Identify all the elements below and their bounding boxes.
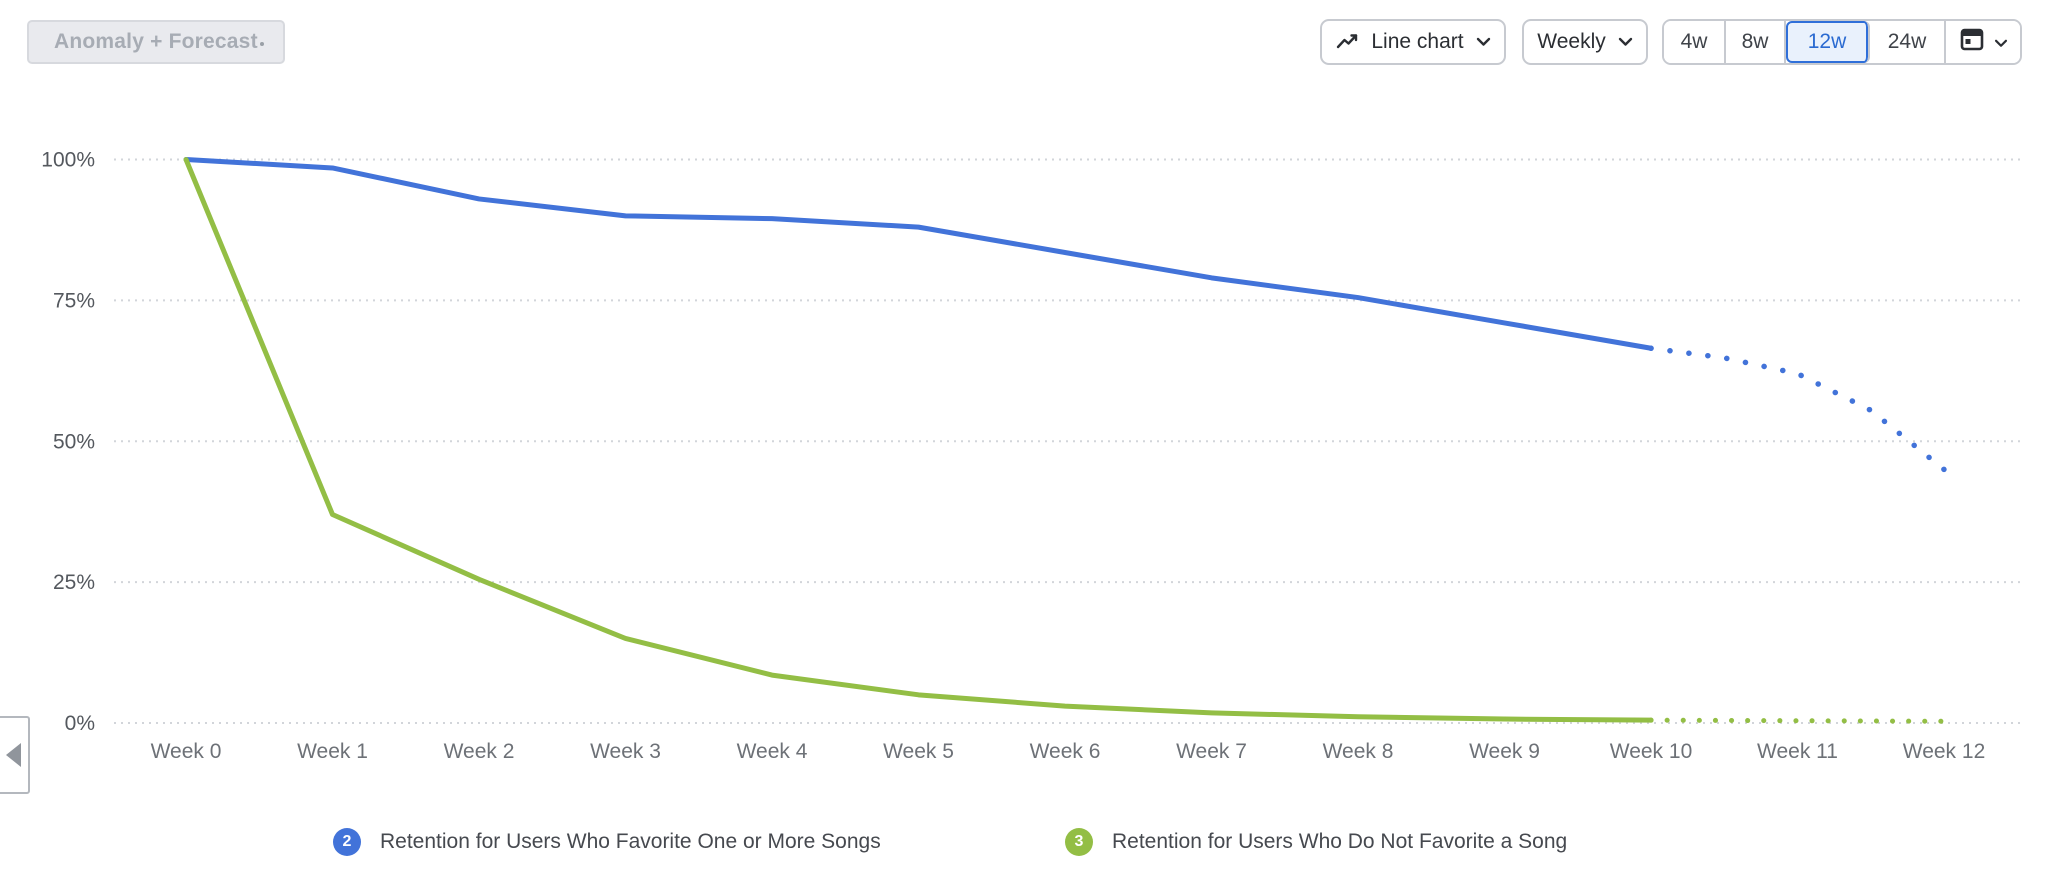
granularity-dropdown[interactable]: Weekly — [1522, 19, 1648, 65]
range-button-24w[interactable]: 24w — [1870, 21, 1946, 63]
drag-dot — [260, 42, 264, 46]
legend-item-1[interactable]: 2 Retention for Users Who Favorite One or… — [333, 828, 881, 856]
y-tick-label: 50% — [53, 430, 95, 453]
granularity-label: Weekly — [1537, 30, 1606, 53]
y-tick-label: 25% — [53, 571, 95, 594]
x-tick-label: Week 1 — [297, 740, 368, 763]
x-tick-label: Week 11 — [1757, 740, 1838, 763]
chevron-down-icon — [1476, 37, 1491, 47]
line-chart-icon — [1335, 30, 1359, 54]
x-tick-label: Week 5 — [883, 740, 954, 763]
chart-type-label: Line chart — [1371, 30, 1464, 53]
x-tick-label: Week 6 — [1030, 740, 1101, 763]
x-tick-label: Week 9 — [1469, 740, 1540, 763]
x-tick-label: Week 0 — [151, 740, 222, 763]
x-tick-label: Week 4 — [737, 740, 808, 763]
x-tick-label: Week 10 — [1610, 740, 1693, 763]
range-button-4w[interactable]: 4w — [1664, 21, 1726, 63]
series-line-1[interactable] — [183, 157, 1654, 351]
chevron-down-icon — [1618, 37, 1633, 47]
calendar-icon — [1959, 26, 1985, 58]
chevron-down-icon — [1994, 30, 2008, 54]
y-tick-label: 100% — [41, 149, 95, 172]
range-button-12w[interactable]: 12w — [1786, 21, 1870, 63]
legend-series-badge: 2 — [333, 828, 361, 856]
series-line-2[interactable] — [183, 157, 1654, 723]
y-tick-label: 0% — [65, 712, 95, 735]
custom-date-range-button[interactable] — [1946, 21, 2020, 63]
range-button-8w[interactable]: 8w — [1726, 21, 1786, 63]
series-forecast-dotted-2[interactable] — [1648, 717, 1947, 724]
legend-series-label: Retention for Users Who Favorite One or … — [380, 830, 881, 853]
arrow-left-icon — [6, 743, 21, 767]
date-range-segmented-control: 4w 8w 12w 24w — [1662, 19, 2022, 65]
legend-item-2[interactable]: 3 Retention for Users Who Do Not Favorite… — [1065, 828, 1567, 856]
anomaly-forecast-button[interactable]: Anomaly + Forecast — [27, 20, 285, 64]
collapse-panel-button[interactable] — [0, 716, 30, 794]
x-tick-label: Week 7 — [1176, 740, 1247, 763]
x-tick-label: Week 2 — [444, 740, 515, 763]
legend-series-label: Retention for Users Who Do Not Favorite … — [1112, 830, 1568, 853]
chart-type-dropdown[interactable]: Line chart — [1320, 19, 1506, 65]
legend-series-badge: 3 — [1065, 828, 1093, 856]
x-tick-label: Week 3 — [590, 740, 661, 763]
x-tick-label: Week 8 — [1323, 740, 1394, 763]
y-tick-label: 75% — [53, 289, 95, 312]
series-forecast-dotted-1[interactable] — [1648, 345, 1947, 473]
x-tick-label: Week 12 — [1903, 740, 1986, 763]
